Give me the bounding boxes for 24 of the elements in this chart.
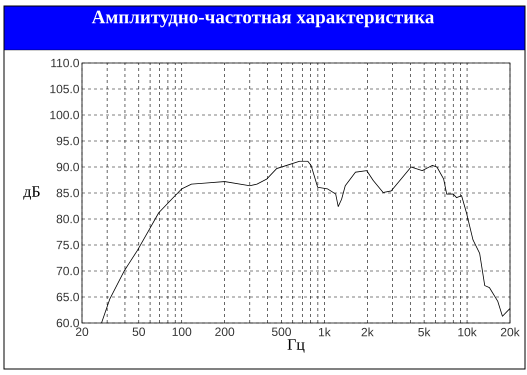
y-axis-title: дБ [23,186,40,200]
x-tick-label: 10k [458,328,477,336]
y-tick-label: 110.0 [51,58,80,68]
x-tick-label: 5k [418,328,430,336]
x-tick-label: 500 [272,328,291,336]
y-tick-label: 70.0 [56,266,80,276]
x-axis-title: Гц [288,339,305,353]
y-tick-label: 75.0 [56,240,80,250]
y-tick-label: 105.0 [50,84,80,94]
x-tick-label: 20 [76,328,88,336]
y-tick-label: 85.0 [56,188,80,198]
chart-title: Амплитудно-частотная характеристика [92,10,434,28]
x-tick-label: 100 [172,328,192,336]
x-tick-label: 1k [318,328,331,336]
x-tick-label: 2k [362,328,374,336]
y-tick-label: 80.0 [56,214,80,224]
y-tick-label: 65.0 [56,292,80,302]
x-tick-label: 20k [500,328,520,336]
y-tick-label: 90.0 [56,162,80,172]
x-tick-label: 50 [132,328,145,336]
y-tick-label: 60.0 [56,318,80,328]
x-tick-label: 200 [215,328,234,336]
y-tick-label: 100.0 [50,110,80,120]
y-tick-label: 95.0 [56,136,80,146]
